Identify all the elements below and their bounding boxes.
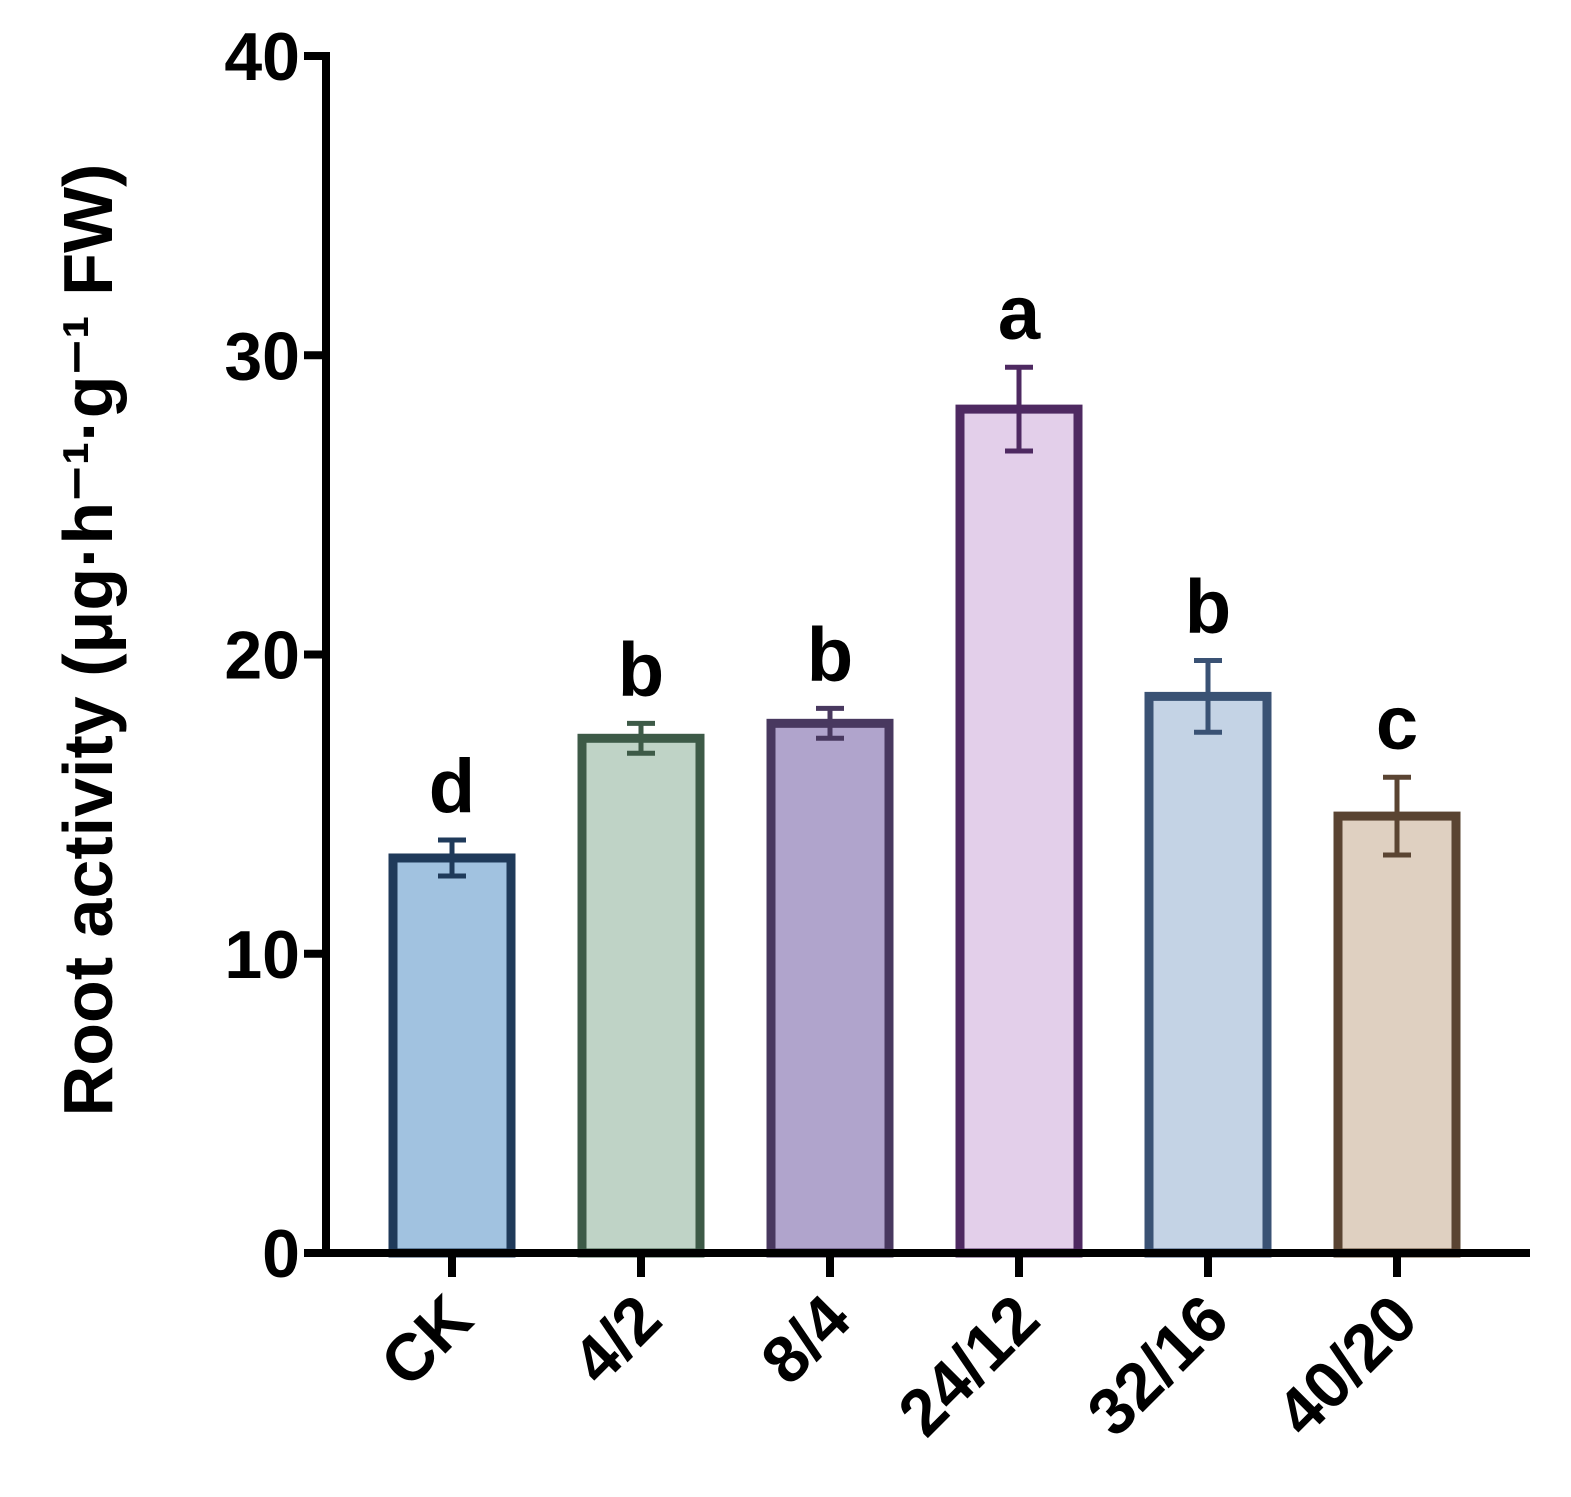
significance-label: a [998,271,1041,356]
significance-label: d [429,744,475,829]
bar-4-2 [577,733,705,1258]
y-axis-label: Root activity (μg·h⁻¹·g⁻¹ FW) [49,164,127,1117]
x-tick-label: 32/16 [1073,1281,1242,1450]
y-tick-label: 10 [224,917,300,993]
y-tick-label: 40 [224,19,300,95]
bar-40-20 [1333,811,1461,1258]
error-bar [816,705,844,741]
bar-ck [388,853,516,1258]
bar-32-16 [1144,691,1272,1258]
error-bar [1005,364,1033,454]
error-bar [1383,774,1411,858]
x-tick-label: CK [366,1280,486,1400]
y-tick-label: 20 [224,618,300,694]
x-tick-label: 8/4 [747,1280,864,1397]
significance-label: b [618,627,664,712]
y-tick-label: 0 [262,1216,300,1292]
significance-label: b [807,612,853,697]
error-bar [1194,657,1222,735]
x-ticks-layer: CK 4/2 8/4 24/12 32/16 40/20 [366,1253,1431,1450]
significance-label: b [1185,564,1231,649]
x-tick-label: 4/2 [558,1281,675,1398]
y-ticks-layer: 0 10 20 30 40 [224,19,326,1292]
bar-8-4 [766,718,894,1258]
x-tick-label: 40/20 [1262,1281,1431,1450]
y-tick-label: 30 [224,318,300,394]
x-tick-label: 24/12 [884,1281,1053,1450]
error-bar [438,837,466,879]
bars-layer: d b b a b c [388,271,1461,1258]
significance-label: c [1376,681,1418,766]
error-bar [627,720,655,756]
bar-24-12 [955,404,1083,1258]
y-axis-label-group: Root activity (μg·h⁻¹·g⁻¹ FW) [49,164,127,1117]
